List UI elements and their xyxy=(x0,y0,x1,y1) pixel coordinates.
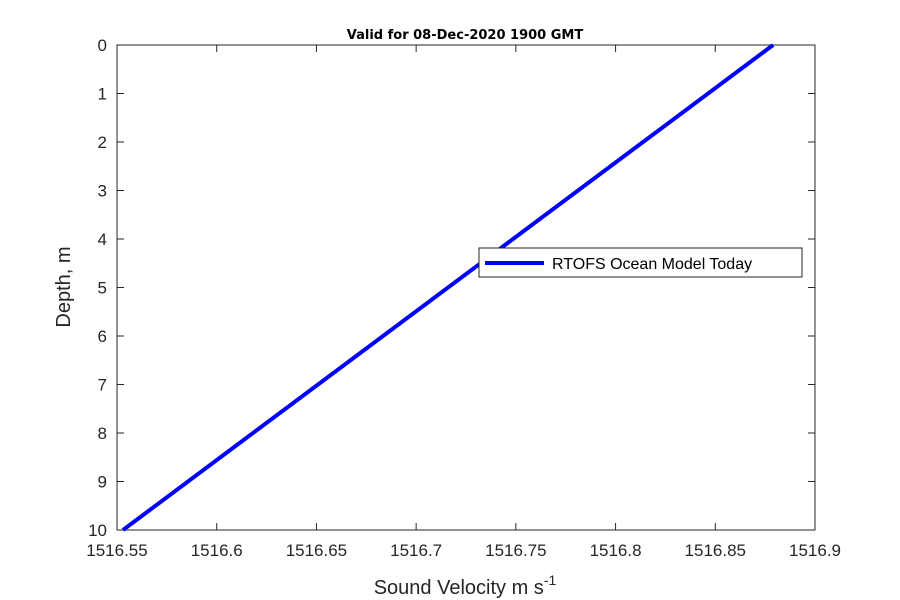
x-axis-title: Sound Velocity m s-1 xyxy=(374,572,557,599)
y-tick-label: 0 xyxy=(98,36,107,55)
y-tick-label: 3 xyxy=(98,182,107,201)
legend-box xyxy=(478,247,803,278)
x-tick-label: 1516.55 xyxy=(86,541,147,560)
legend-label: RTOFS Ocean Model Today xyxy=(552,256,752,273)
y-tick-label: 8 xyxy=(98,424,107,443)
x-tick-label: 1516.8 xyxy=(590,541,642,560)
y-tick-label: 7 xyxy=(98,376,107,395)
x-tick-label: 1516.6 xyxy=(191,541,243,560)
x-tick-label: 1516.7 xyxy=(390,541,442,560)
y-tick-label: 10 xyxy=(88,521,107,540)
y-axis-title: Depth, m xyxy=(53,246,75,327)
series-line xyxy=(121,43,775,532)
legend: RTOFS Ocean Model Today xyxy=(478,247,803,278)
x-tick-label: 1516.75 xyxy=(485,541,546,560)
x-axis-title-main: Sound Velocity m s xyxy=(374,577,544,599)
x-tick-label: 1516.65 xyxy=(286,541,347,560)
chart-title: Valid for 08-Dec-2020 1900 GMT xyxy=(347,28,584,43)
x-axis-title-superscript: -1 xyxy=(544,572,557,588)
x-axis-ticks: 1516.55 1516.6 1516.65 1516.7 1516.75 1516.8 1… xyxy=(86,45,841,560)
y-tick-label: 9 xyxy=(98,473,107,492)
y-tick-label: 5 xyxy=(98,279,107,298)
x-tick-label: 1516.85 xyxy=(685,541,746,560)
y-tick-label: 1 xyxy=(98,85,107,104)
y-axis-ticks: 0 1 2 3 4 5 6 7 8 9 10 xyxy=(88,36,815,540)
y-tick-label: 6 xyxy=(98,327,107,346)
x-tick-label: 1516.9 xyxy=(789,541,841,560)
y-tick-label: 2 xyxy=(98,133,107,152)
series-layer xyxy=(121,43,775,532)
y-tick-label: 4 xyxy=(98,230,107,249)
